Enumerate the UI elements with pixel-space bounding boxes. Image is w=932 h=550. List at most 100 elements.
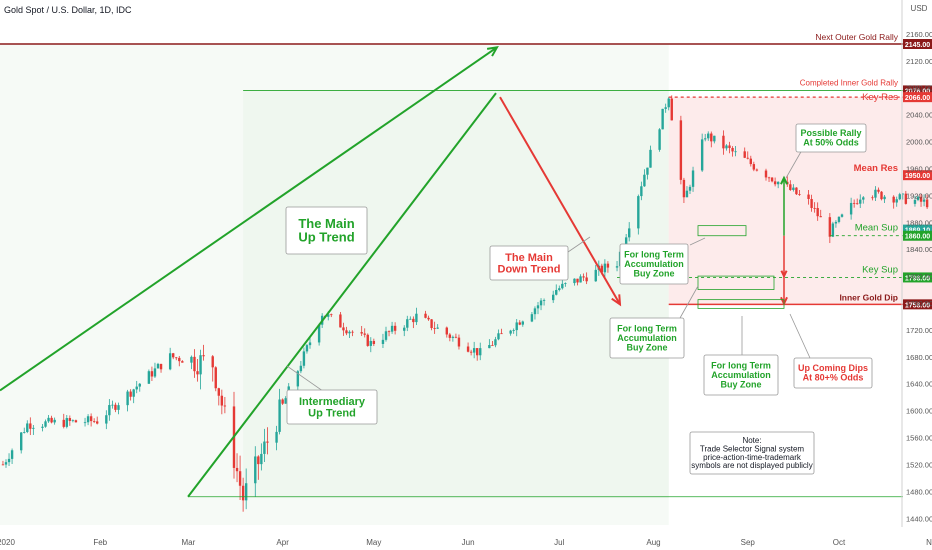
candle-body [472,348,476,353]
main-downtrend-arrowhead [611,294,622,307]
candle-body [862,197,865,200]
candle-body [363,333,366,335]
main-up-trend-label: The Main Up Trend [298,216,354,245]
main-down-trend-label: The Main Down Trend [498,252,561,276]
buy-zone-rect-2 [697,275,775,290]
candle-body [126,391,129,406]
candle-body [381,339,385,344]
intermediary-uptrend-line [187,92,497,498]
candle-body [919,196,923,202]
candle-body [47,417,50,422]
candle-body [615,266,619,268]
candle-body [260,453,263,465]
candle-body [1,464,5,466]
completed-rally-label: Completed Inner Gold Rally [800,78,898,87]
candle-body [10,450,14,459]
y-tick-label: 2080.00 [906,84,932,93]
candle-body [202,355,205,357]
candle-body [852,202,856,204]
candle-body [688,186,692,191]
candle-body [561,283,564,289]
candle-body [275,431,278,443]
candle-body [7,458,11,463]
candle-body [746,157,749,159]
x-tick-label: Aug [646,538,660,547]
candle-body [278,399,281,432]
candle-body [299,365,303,372]
candle-body [682,179,686,198]
candle-body [664,107,667,109]
candle-body [582,276,585,278]
candle-body [624,237,628,248]
candle-body [342,327,345,331]
candle-body [600,265,604,273]
candle-body [244,483,248,501]
inner-gold-dip-price-label: 1758.00 [905,302,930,309]
buy1-connector [689,237,706,246]
note-label-box [689,431,815,475]
x-tick-label: Oct [833,538,846,547]
candle-body [871,197,874,199]
candle-body [564,283,567,284]
y-tick-label: 1560.00 [906,434,932,443]
candle-body [880,191,883,200]
candle-body [479,348,482,356]
y-tick-label: 1800.00 [906,272,932,281]
candle-body [704,138,707,140]
candle-body [837,216,841,222]
candle-body [220,395,224,406]
candle-body [518,322,521,325]
candle-body [515,322,518,331]
candle-body [403,327,406,331]
candle-body [552,294,555,301]
candle-body [755,169,759,171]
candle-body [178,357,181,362]
candle-body [308,342,312,346]
candle-body [713,135,716,142]
y-tick-label: 2160.00 [906,30,932,39]
candle-body [539,300,543,306]
y-tick-label: 1920.00 [906,191,932,200]
candle-body [4,462,8,465]
current-price-tag [903,224,932,235]
candle-body [469,351,473,353]
key-res-price-label: 2066.00 [905,95,930,102]
candle-body [494,339,497,346]
y-tick-label: 1520.00 [906,460,932,469]
candle-body [457,337,461,347]
candle-body [916,196,920,200]
buy-zone-rect-3 [697,299,785,309]
candle-body [147,371,151,384]
candle-body [327,314,330,317]
candle-body [68,418,72,421]
candle-body [83,422,87,424]
key-res-tag [903,92,932,103]
candle-body [86,416,90,423]
candle-body [96,421,99,424]
candle-body [670,98,673,121]
candle-body [925,199,929,208]
candle-body [707,133,710,139]
candle-body [44,421,47,427]
candle-body [643,174,646,187]
up-coming-dips-label: Up Coming Dips At 80+% Odds [798,363,868,382]
next-outer-rally-price-label: 2145.00 [905,42,930,49]
candle-body [710,133,713,142]
candle-body [135,386,138,390]
candle-body [454,336,458,338]
candle-body [108,405,111,416]
x-tick-label: Feb [93,538,107,547]
candle-body [488,345,491,349]
candle-body [415,313,418,323]
candle-body [752,164,756,170]
intermediary-up-trend-label-box [286,389,378,425]
candle-body [512,330,515,331]
candle-body [351,331,354,333]
candle-body [427,317,430,320]
candle-body [111,404,114,406]
candle-body [789,184,792,190]
candle-body [430,319,433,329]
y-tick-label: 1480.00 [906,487,932,496]
